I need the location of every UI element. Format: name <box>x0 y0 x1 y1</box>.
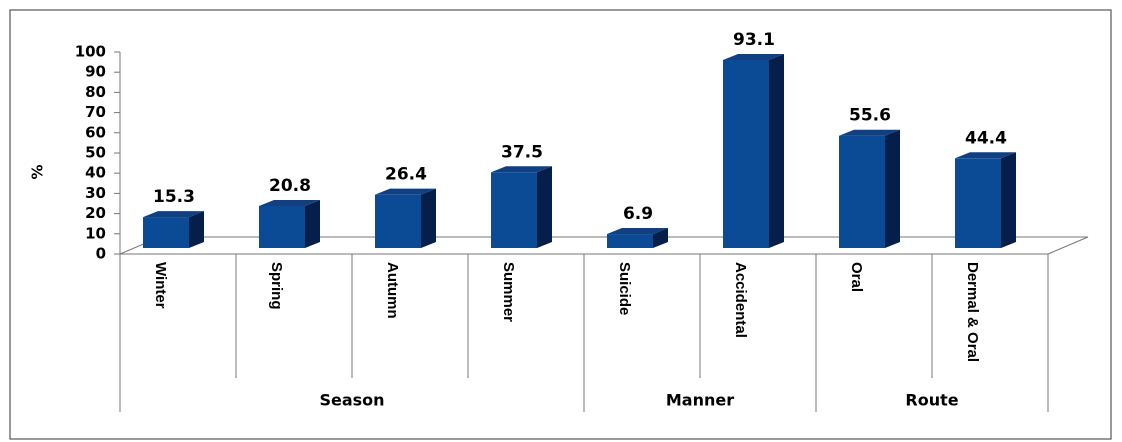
frame <box>9 9 1112 440</box>
bar-front <box>143 217 189 248</box>
x-tick-label: Oral <box>848 262 865 292</box>
bar <box>723 53 784 248</box>
y-tick-label: 100 <box>75 43 106 61</box>
x-tick-label: Suicide <box>616 262 633 315</box>
bar <box>955 152 1016 248</box>
bar <box>143 211 204 248</box>
y-tick-label: 60 <box>85 123 106 141</box>
value-label: 44.4 <box>965 128 1007 148</box>
value-label: 20.8 <box>269 176 311 196</box>
bar-top <box>839 129 900 136</box>
bar <box>375 188 436 248</box>
bar-front <box>259 205 305 248</box>
bar-top <box>259 199 320 206</box>
value-label: 93.1 <box>733 30 775 50</box>
bar <box>839 129 900 248</box>
group-label: Route <box>905 391 958 410</box>
bar-side <box>305 199 320 248</box>
bar-front <box>607 234 653 248</box>
x-tick-label: Dermal & Oral <box>964 262 981 362</box>
value-label: 26.4 <box>385 165 427 185</box>
bar-top <box>723 53 784 60</box>
value-label: 55.6 <box>849 106 891 126</box>
y-tick-label: 10 <box>85 224 106 242</box>
y-tick-label: 90 <box>85 63 106 81</box>
y-tick-label: 0 <box>96 245 106 263</box>
group-label: Manner <box>666 391 734 410</box>
x-tick-label: Autumn <box>384 262 401 319</box>
bar-side <box>653 228 668 248</box>
bar-front <box>723 59 769 248</box>
bar-side <box>769 53 784 248</box>
y-tick-label: 40 <box>85 164 106 182</box>
y-tick-label: 50 <box>85 144 106 162</box>
bar-top <box>375 188 436 195</box>
x-tick-label: Accidental <box>732 262 749 338</box>
value-label: 37.5 <box>501 142 543 162</box>
bar <box>491 166 552 248</box>
bar-side <box>537 166 552 248</box>
y-tick-label: 70 <box>85 103 106 121</box>
bar-side <box>1001 152 1016 248</box>
bar <box>259 199 320 248</box>
bar-side <box>189 211 204 248</box>
x-tick-label: Winter <box>152 262 169 309</box>
y-tick-label: 80 <box>85 83 106 101</box>
y-tick-label: 30 <box>85 184 106 202</box>
y-tick-label: 20 <box>85 204 106 222</box>
y-axis-label: % <box>29 164 47 179</box>
value-label: 6.9 <box>623 204 653 224</box>
x-tick-label: Spring <box>268 262 285 310</box>
bar-side <box>885 129 900 248</box>
bar-front <box>955 158 1001 248</box>
bar-side <box>421 188 436 248</box>
bar-front <box>375 194 421 248</box>
bar-top <box>607 228 668 235</box>
value-label: 15.3 <box>153 187 195 207</box>
bar-top <box>491 166 552 173</box>
bar <box>607 228 668 248</box>
bar-front <box>491 172 537 248</box>
bar-top <box>143 211 204 218</box>
bar-top <box>955 152 1016 159</box>
bar-front <box>839 135 885 248</box>
x-tick-label: Summer <box>500 262 517 322</box>
group-label: Season <box>319 391 384 410</box>
